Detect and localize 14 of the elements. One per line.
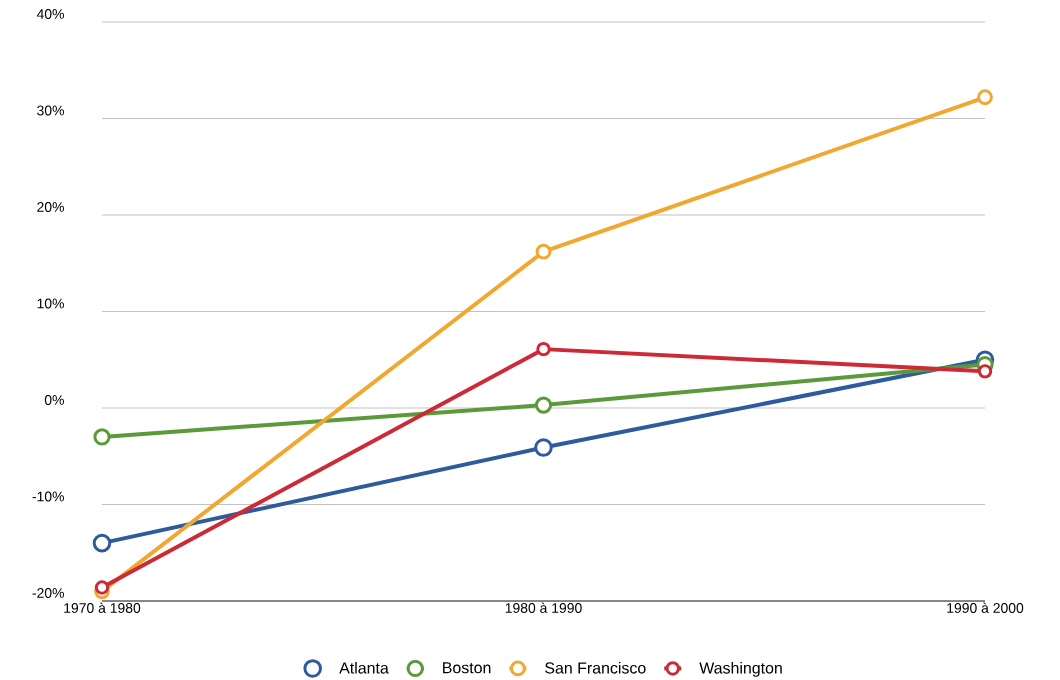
y-tick-label: 20% bbox=[37, 202, 64, 212]
x-tick-label: 1990 à 2000 bbox=[947, 602, 1024, 613]
x-tick-label: 1970 à 1980 bbox=[64, 602, 141, 613]
legend-label: San Francisco bbox=[545, 661, 646, 674]
y-tick-label: 10% bbox=[37, 298, 64, 309]
y-tick-label: 30% bbox=[37, 105, 64, 116]
y-tick-label: 0% bbox=[44, 395, 64, 405]
x-tick-label: 1980 à 1990 bbox=[505, 602, 582, 613]
y-tick-label: 40% bbox=[36, 9, 64, 19]
legend-label: Washington bbox=[699, 661, 782, 677]
y-tick-label: -20% bbox=[32, 588, 64, 598]
legend-label: Atlanta bbox=[339, 661, 389, 674]
y-tick-label: -10% bbox=[32, 491, 64, 502]
legend-label: Boston bbox=[443, 662, 491, 674]
